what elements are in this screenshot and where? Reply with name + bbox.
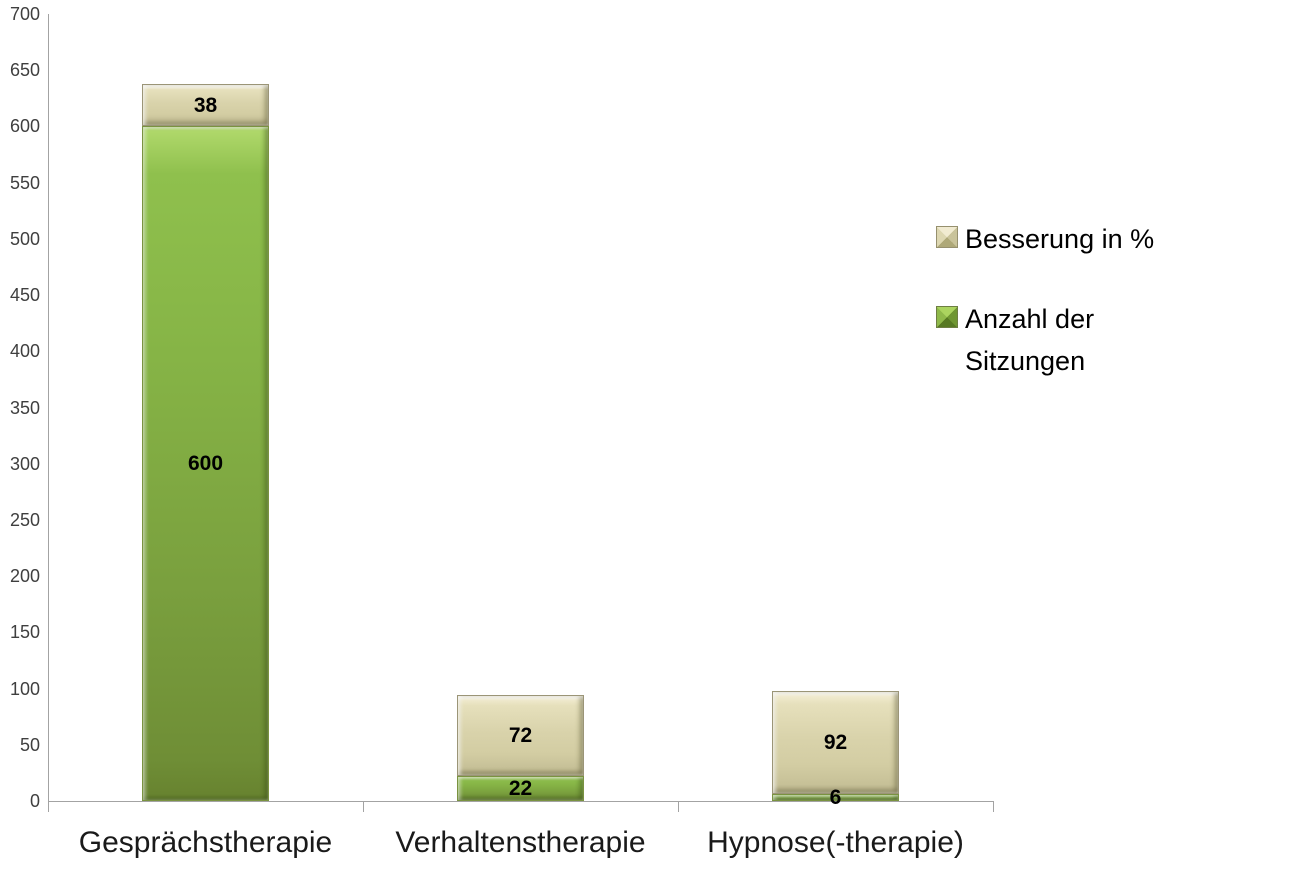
bar-segment-anzahl-der-sitzungen: 22	[457, 776, 584, 801]
y-axis-tick-label: 150	[9, 622, 40, 643]
x-axis-category-label: Gesprächstherapie	[78, 826, 333, 859]
legend-swatch-beige-icon	[936, 226, 958, 248]
chart-legend: Besserung in % Anzahl der Sitzungen	[936, 218, 1166, 420]
y-axis-line	[48, 14, 49, 812]
bar-segment-besserung-in-prozent: 72	[457, 695, 584, 777]
y-axis-tick-label: 700	[9, 4, 40, 24]
y-axis-tick-label: 500	[9, 228, 40, 249]
bar-segment-besserung-in-prozent: 38	[142, 83, 269, 127]
legend-item: Besserung in %	[936, 218, 1166, 260]
y-axis-tick-label: 650	[9, 60, 40, 81]
bar-segment-anzahl-der-sitzungen: 600	[142, 126, 269, 801]
x-axis-category-label: Hypnose(-therapie)	[707, 826, 964, 859]
bar-segment-besserung-in-prozent: 92	[772, 690, 899, 795]
y-axis-tick-label: 50	[19, 734, 40, 755]
y-axis-tick-label: 400	[9, 341, 40, 362]
legend-swatch-green-icon	[936, 306, 958, 328]
x-axis-tick	[363, 801, 364, 812]
data-label: 92	[823, 731, 848, 755]
y-axis-tick-label: 300	[9, 453, 40, 474]
y-axis-tick-label: 350	[9, 397, 40, 418]
x-axis-tick	[993, 801, 994, 812]
data-label: 72	[508, 724, 533, 748]
y-axis-tick-label: 550	[9, 172, 40, 193]
legend-label: Besserung in %	[965, 224, 1155, 254]
legend-item: Anzahl der Sitzungen	[936, 298, 1166, 382]
y-axis-tick-label: 200	[9, 566, 40, 587]
data-label: 6	[829, 786, 842, 810]
y-axis-tick-label: 0	[29, 791, 40, 811]
x-axis-line	[48, 801, 993, 802]
x-axis-tick	[678, 801, 679, 812]
y-axis-tick-label: 600	[9, 116, 40, 137]
legend-label: Anzahl der Sitzungen	[965, 304, 1095, 376]
y-axis-tick-label: 450	[9, 285, 40, 306]
bar-segment-anzahl-der-sitzungen: 6	[772, 787, 899, 808]
data-label: 38	[193, 93, 218, 117]
y-axis-tick-label: 250	[9, 509, 40, 530]
x-axis-category-label: Verhaltenstherapie	[395, 826, 646, 859]
y-axis-tick-label: 100	[9, 678, 40, 699]
data-label: 600	[187, 452, 224, 476]
data-label: 22	[508, 777, 533, 801]
